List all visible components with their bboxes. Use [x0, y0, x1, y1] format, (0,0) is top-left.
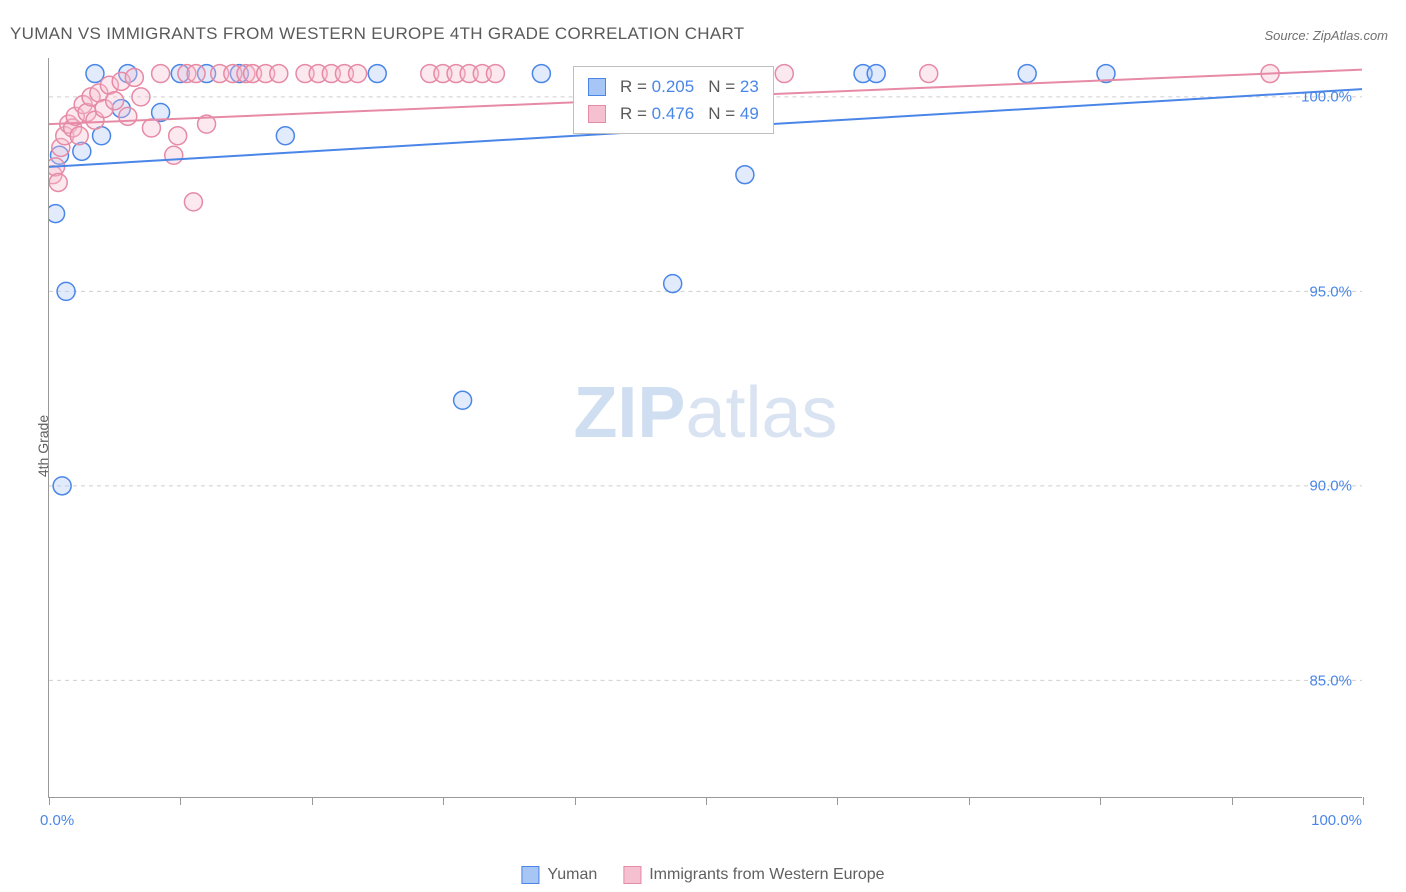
legend-row: R = 0.205 N = 23: [588, 73, 759, 100]
legend-item: Yuman: [521, 866, 597, 884]
chart-title: YUMAN VS IMMIGRANTS FROM WESTERN EUROPE …: [10, 24, 744, 44]
n-label: N = 49: [708, 100, 759, 127]
x-tick: [706, 797, 707, 805]
legend-swatch: [588, 105, 606, 123]
x-tick: [1232, 797, 1233, 805]
r-label: R = 0.205: [620, 73, 694, 100]
legend-label: Immigrants from Western Europe: [649, 866, 884, 884]
watermark: ZIPatlas: [573, 372, 837, 454]
legend-row: R = 0.476 N = 49: [588, 100, 759, 127]
y-tick-label: 90.0%: [1309, 478, 1352, 495]
n-value: 49: [740, 104, 759, 123]
legend-item: Immigrants from Western Europe: [623, 866, 884, 884]
x-tick: [180, 797, 181, 805]
y-tick-label: 100.0%: [1301, 88, 1352, 105]
r-label: R = 0.476: [620, 100, 694, 127]
x-tick: [837, 797, 838, 805]
x-tick: [969, 797, 970, 805]
chart-svg: [49, 58, 1362, 797]
x-axis-max-label: 100.0%: [1311, 812, 1362, 829]
legend-swatch: [623, 866, 641, 884]
plot-area: ZIPatlas 85.0% 90.0% 95.0% 100.0% R = 0.205…: [48, 58, 1362, 798]
x-tick: [443, 797, 444, 805]
x-axis-min-label: 0.0%: [40, 812, 74, 829]
x-tick: [312, 797, 313, 805]
r-value: 0.205: [652, 77, 695, 96]
legend-swatch: [521, 866, 539, 884]
y-tick-label: 95.0%: [1309, 283, 1352, 300]
source-attribution: Source: ZipAtlas.com: [1264, 28, 1388, 43]
correlation-legend: R = 0.205 N = 23 R = 0.476 N = 49: [573, 66, 774, 134]
r-value: 0.476: [652, 104, 695, 123]
legend-swatch: [588, 78, 606, 96]
n-value: 23: [740, 77, 759, 96]
n-label: N = 23: [708, 73, 759, 100]
x-tick: [1100, 797, 1101, 805]
series-legend: Yuman Immigrants from Western Europe: [521, 866, 884, 884]
legend-label: Yuman: [547, 866, 597, 884]
x-tick: [1363, 797, 1364, 805]
x-tick: [575, 797, 576, 805]
x-tick: [49, 797, 50, 805]
watermark-light: atlas: [685, 373, 837, 453]
y-tick-label: 85.0%: [1309, 673, 1352, 690]
watermark-bold: ZIP: [573, 373, 685, 453]
